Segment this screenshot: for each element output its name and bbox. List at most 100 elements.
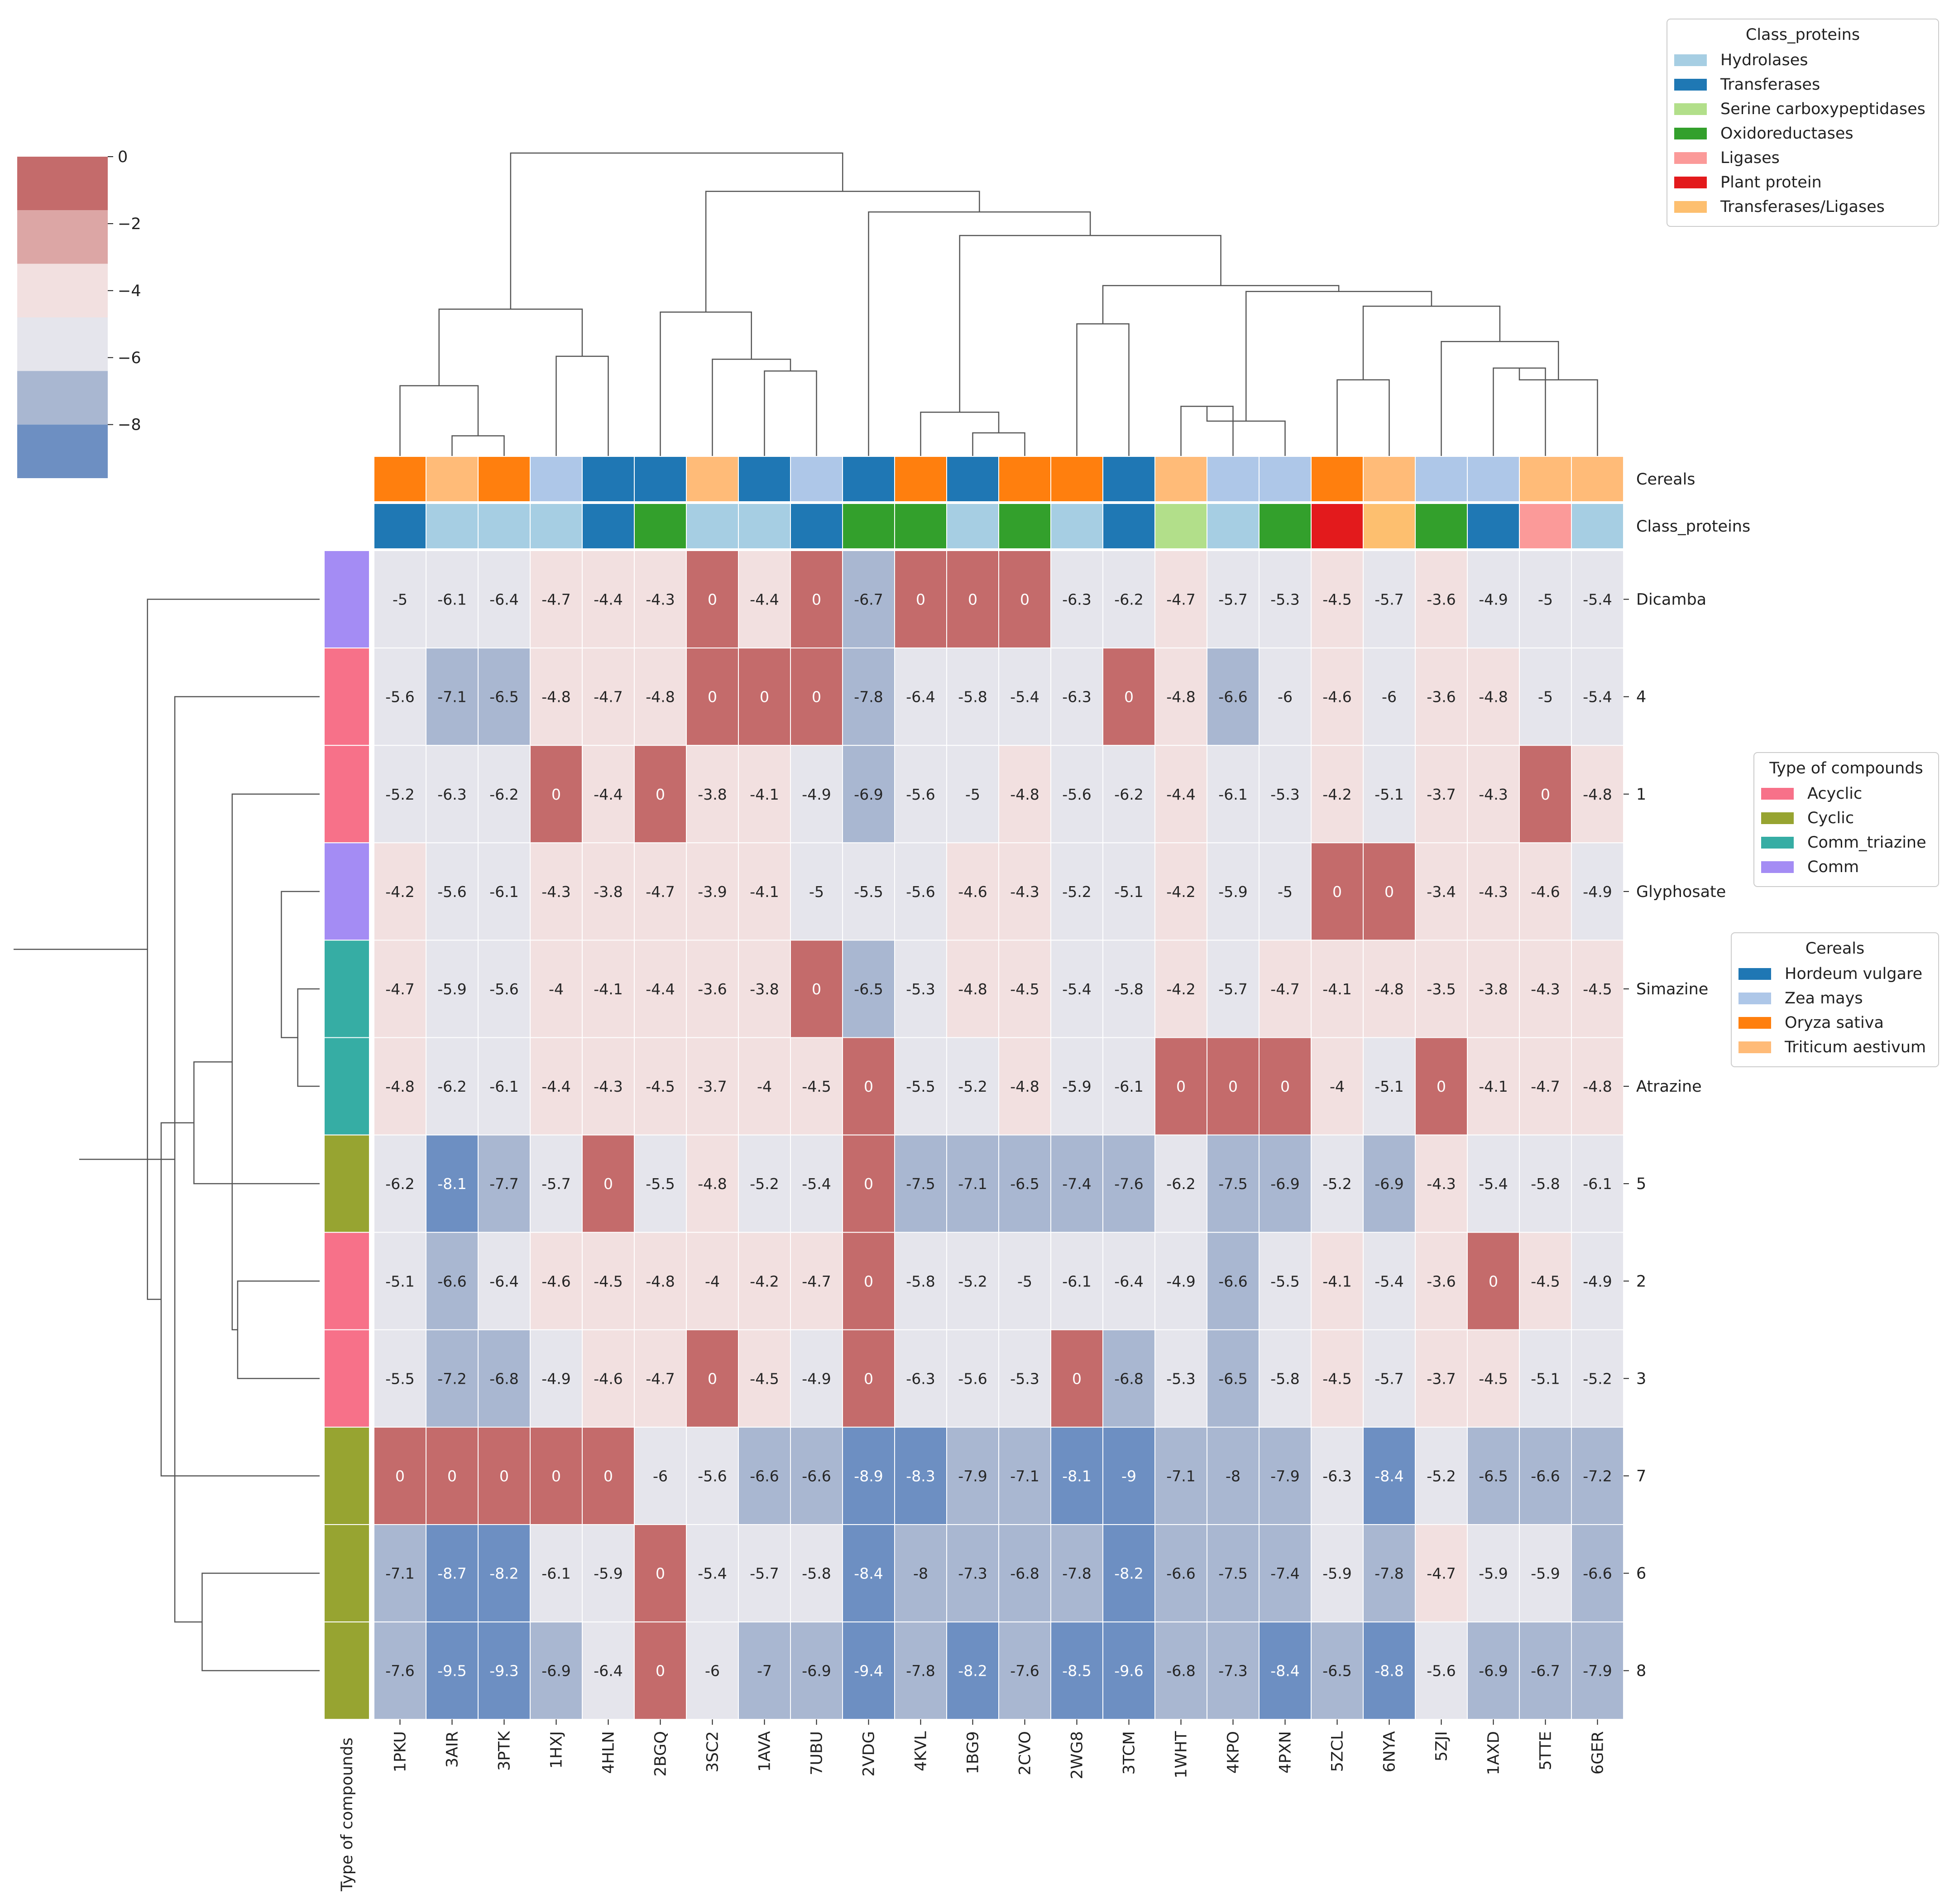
cell-value-label: -4.1 [750,883,779,901]
cell-value-label: -5.9 [1322,1565,1351,1583]
cell-value-label: -6.3 [1062,688,1091,706]
cell-value-label: -4 [757,1078,772,1095]
heatmap-cell [998,745,1051,844]
heatmap-cell [1207,1134,1260,1233]
heatmap-cell [842,745,895,844]
legend-swatch [1674,152,1707,164]
legend-swatch [1674,103,1707,115]
cell-value-label: -4.6 [541,1272,570,1290]
cell-value-label: -5 [1017,1272,1032,1290]
cell-value-label: -4.3 [541,883,570,901]
heatmap-cell [738,1426,791,1525]
cell-value-label: -7.4 [1062,1175,1091,1193]
cell-value-label: -5.8 [1114,980,1143,998]
legend-entry-label: Transferases [1720,76,1820,94]
cell-value-label: -4.2 [1166,883,1195,901]
cell-value-label: 0 [864,1175,873,1193]
cell-value-label: -5.3 [1010,1370,1039,1387]
cell-value-label: -5.7 [541,1175,570,1193]
heatmap-cell [946,745,999,844]
cell-value-label: -5.5 [1270,1272,1299,1290]
cell-value-label: 0 [864,1370,873,1387]
column-annotations: Cereals Class_proteins [374,456,1750,549]
cell-value-label: -4.8 [1479,688,1508,706]
cell-value-label: 0 [1437,1078,1446,1095]
cell-value-label: -8.2 [958,1662,987,1680]
cell-value-label: -6.5 [1479,1467,1508,1485]
cell-value-label: -4.7 [1270,980,1299,998]
heatmap-cell [1050,550,1103,649]
heatmap-cell [1259,1232,1312,1330]
cell-value-label: -5.4 [1010,688,1039,706]
heatmap-cell [1154,745,1207,844]
column-annotation-cell [1363,503,1416,549]
column-annotation-cell [894,456,947,502]
column-dendrogram-link [712,359,791,456]
heatmap-cell [1571,1134,1624,1233]
cell-value-label: -5.2 [1322,1175,1351,1193]
column-tick-label: 3PTK [496,1731,514,1771]
column-annotation-cell [478,456,531,502]
column-annotation-cell [1519,456,1572,502]
cell-value-label: -5.2 [958,1272,987,1290]
heatmap-cell [374,1426,426,1525]
cell-value-label: -5 [393,591,407,609]
cell-value-label: -4.3 [1531,980,1560,998]
cell-value-label: -5.5 [646,1175,675,1193]
cell-value-label: -4.8 [1583,1078,1612,1095]
cell-value-label: -4.4 [594,786,623,803]
cell-value-label: -6.2 [1114,591,1143,609]
cell-value-label: -6.2 [385,1175,414,1193]
legend-entry-label: Oryza sativa [1785,1014,1884,1032]
cell-value-label: -6.6 [1531,1467,1560,1485]
column-annotation-cell [374,503,426,549]
heatmap-cell [426,1037,479,1136]
cell-value-label: -6.2 [1114,786,1143,803]
column-annotation-cell [1415,503,1468,549]
cell-value-label: -4.5 [1531,1272,1560,1290]
heatmap-cell [1519,1524,1572,1623]
legend-entry-label: Acyclic [1807,785,1862,803]
cell-value-label: -4.9 [541,1370,570,1387]
heatmap-cell [426,1426,479,1525]
cell-value-label: 0 [1228,1078,1238,1095]
cell-value-label: -6.6 [1218,1272,1247,1290]
cell-value-label: -4.8 [385,1078,414,1095]
cell-value-label: -5.3 [1166,1370,1195,1387]
heatmap-cell [686,647,739,746]
heatmap-cell [842,1134,895,1233]
heatmap-cell [790,550,843,649]
column-tick-label: 4KPO [1225,1731,1243,1774]
column-annotation-cell [842,503,895,549]
legend-frame [1753,752,1939,887]
heatmap-cell [1415,550,1468,649]
cell-value-label: -4.8 [1166,688,1195,706]
legend-entry-label: Hydrolases [1720,51,1808,69]
column-tick-label: 3AIR [444,1731,462,1768]
heatmap-cell [1207,940,1260,1038]
cell-value-label: -6.4 [1114,1272,1143,1290]
heatmap-cell [1207,842,1260,941]
cell-value-label: 0 [447,1467,457,1485]
cell-value-label: -5.9 [437,980,466,998]
cell-value-label: -3.8 [594,883,623,901]
cell-value-label: -5.9 [594,1565,623,1583]
cell-value-label: -5.2 [958,1078,987,1095]
cell-value-label: -7.6 [1114,1175,1143,1193]
heatmap-cell [478,1134,531,1233]
legend-1: Type of compounds Acyclic Cyclic Comm_triaz… [1753,752,1939,887]
cell-value-label: -4.4 [594,591,623,609]
row-tick-label: 3 [1636,1370,1646,1388]
heatmap-cell [1519,745,1572,844]
cell-value-label: -8.3 [906,1467,935,1485]
cell-value-label: -4.9 [1166,1272,1195,1290]
cell-value-label: -5.8 [1270,1370,1299,1387]
heatmap-cell [1311,1037,1364,1136]
cell-value-label: -4.5 [1322,1370,1351,1387]
legend-entry-label: Transferases/Ligases [1720,198,1885,216]
cell-value-label: 0 [812,980,821,998]
column-annotation-cell [426,456,479,502]
column-annotation-cell [998,503,1051,549]
heatmap-cell [1102,1621,1155,1720]
cell-value-label: -5.8 [958,688,987,706]
